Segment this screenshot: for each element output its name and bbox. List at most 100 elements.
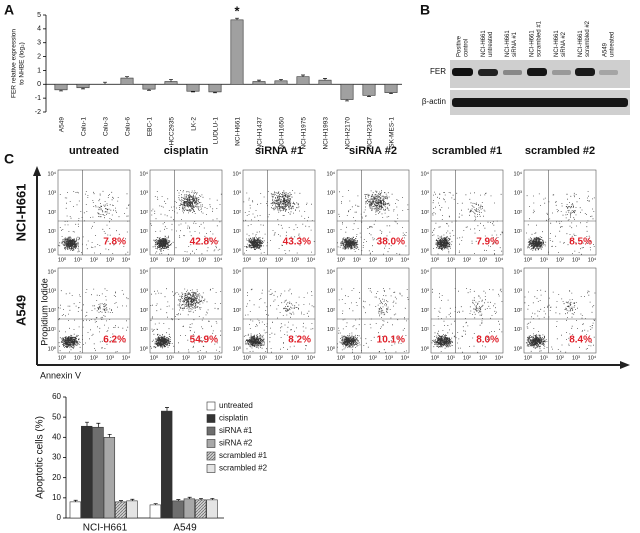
y-tick-label: 50 xyxy=(52,412,61,421)
lane-label: NCI-H661 xyxy=(505,30,511,57)
x-tick-label: 10⁰ xyxy=(337,354,346,361)
y-tick-label: 10³ xyxy=(421,191,429,197)
y-tick-label: 10³ xyxy=(140,289,148,295)
annotation: * xyxy=(234,4,240,19)
event-dots xyxy=(243,190,315,254)
column-title: cisplatin xyxy=(164,145,209,157)
panel-letter: B xyxy=(420,2,430,18)
bar xyxy=(161,410,173,519)
y-tick-label: 10² xyxy=(514,308,522,314)
axis-arrow xyxy=(36,172,625,366)
x-tick-label: NCI-H1437 xyxy=(257,117,264,150)
y-tick-label: 10³ xyxy=(48,289,56,295)
lane-label: NCI-H661 xyxy=(578,30,584,57)
bar xyxy=(384,83,398,93)
x-tick-label: 10³ xyxy=(291,257,299,263)
column-title: siRNA #2 xyxy=(349,145,397,157)
y-tick-label: -1 xyxy=(35,95,41,102)
percentage: 38.0% xyxy=(377,237,405,248)
y-tick-label: 10³ xyxy=(233,289,241,295)
x-axis-label: Annexin V xyxy=(40,370,81,380)
y-tick-label: 10¹ xyxy=(48,327,56,333)
legend-label: untreated xyxy=(219,401,253,410)
x-tick-label: 10⁴ xyxy=(122,354,131,361)
bar xyxy=(54,83,68,91)
x-tick-label: 10⁰ xyxy=(524,354,533,361)
error-bar xyxy=(235,17,239,20)
x-tick-label: 10² xyxy=(275,355,283,361)
bar xyxy=(208,83,222,93)
error-bar xyxy=(191,91,195,93)
band xyxy=(599,70,618,75)
x-tick-label: 10¹ xyxy=(447,355,455,361)
y-tick-label: 5 xyxy=(37,12,41,19)
x-tick-label: 10² xyxy=(182,355,190,361)
legend-swatch xyxy=(206,401,216,411)
y-tick-label: 10² xyxy=(140,210,148,216)
y-tick-label: 4 xyxy=(37,26,41,33)
bar xyxy=(252,81,266,85)
y-tick-label: 10⁰ xyxy=(514,247,523,254)
y-tick-label: 0 xyxy=(57,513,62,522)
x-tick-label: 10⁰ xyxy=(150,256,159,263)
y-tick-label: 10² xyxy=(48,210,56,216)
x-tick-label: 10¹ xyxy=(74,355,82,361)
x-tick-label: 10⁰ xyxy=(243,354,252,361)
y-tick-label: 10³ xyxy=(140,191,148,197)
x-tick-label: 10⁴ xyxy=(122,256,131,263)
y-tick-label: 10¹ xyxy=(140,327,148,333)
bar xyxy=(362,83,376,96)
x-tick-label: 10⁴ xyxy=(588,256,597,263)
percentage: 43.3% xyxy=(283,237,311,248)
lane-label: control xyxy=(464,39,470,57)
y-tick-label: 10² xyxy=(233,308,241,314)
y-tick-label: 10⁴ xyxy=(233,268,242,275)
error-bar xyxy=(169,79,173,82)
y-tick-label: 1 xyxy=(37,67,41,74)
legend-swatch xyxy=(206,464,216,473)
event-dots xyxy=(150,190,222,255)
error-bar xyxy=(345,99,349,102)
y-tick-label: 10 xyxy=(52,493,61,502)
panel-letter: A xyxy=(4,2,14,18)
lane-label: scrambled #2 xyxy=(585,20,591,57)
error-bar xyxy=(103,81,107,85)
bar xyxy=(92,426,104,519)
bar xyxy=(318,79,332,85)
legend-label: siRNA #2 xyxy=(219,439,253,448)
row-label: A549 xyxy=(13,295,28,326)
percentage: 8.5% xyxy=(569,237,592,248)
x-tick-label: 10² xyxy=(556,257,564,263)
lane-label: Positive xyxy=(457,35,463,57)
y-tick-label: 2 xyxy=(37,53,41,60)
y-tick-label: 40 xyxy=(52,432,61,441)
x-tick-label: 10¹ xyxy=(353,257,361,263)
event-dots xyxy=(337,190,409,255)
x-tick-label: Calu-3 xyxy=(103,117,110,137)
event-dots xyxy=(58,288,129,353)
y-tick-label: 20 xyxy=(52,473,61,482)
x-tick-label: 10² xyxy=(90,355,98,361)
x-tick-label: 10³ xyxy=(106,257,114,263)
y-tick-label: 10² xyxy=(233,210,241,216)
x-tick-label: LUDLU-1 xyxy=(213,117,220,144)
y-tick-label: 10¹ xyxy=(327,327,335,333)
lane-label: NCI-H661 xyxy=(554,30,560,57)
error-bar xyxy=(199,498,203,500)
x-tick-label: 10⁴ xyxy=(214,256,223,263)
bar xyxy=(149,504,162,519)
legend-swatch xyxy=(206,451,216,461)
y-tick-label: 10³ xyxy=(327,191,335,197)
error-bar xyxy=(210,498,215,500)
x-tick-label: 10⁰ xyxy=(58,256,67,263)
y-tick-label: 10¹ xyxy=(514,229,522,235)
y-tick-label: 10⁰ xyxy=(48,345,57,352)
lane-label: scrambled #1 xyxy=(536,20,542,57)
bar xyxy=(69,501,82,519)
legend-label: cisplatin xyxy=(219,414,248,423)
x-tick-label: 10⁴ xyxy=(495,256,504,263)
x-tick-label: 10³ xyxy=(106,355,114,361)
x-tick-label: 10⁰ xyxy=(58,354,67,361)
y-tick-label: 0 xyxy=(37,81,41,88)
x-tick-label: 10⁴ xyxy=(307,256,316,263)
